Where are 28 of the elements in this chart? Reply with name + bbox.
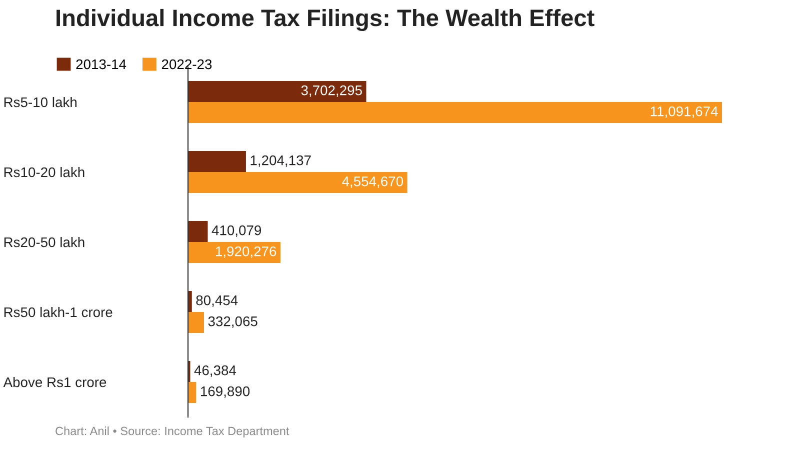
- data-label: 410,079: [212, 225, 262, 237]
- data-label: 332,065: [208, 316, 258, 328]
- bar: [188, 81, 366, 102]
- chart-title: Individual Income Tax Filings: The Wealth Effect: [56, 8, 594, 32]
- data-label: 1,920,276: [216, 246, 276, 258]
- y-tick-label: Above Rs1 crore: [3, 376, 106, 388]
- legend-label: 2013-14: [76, 59, 126, 70]
- bar: [188, 172, 408, 193]
- data-label: 80,454: [196, 295, 238, 307]
- bar: [188, 291, 192, 312]
- bar: [188, 221, 208, 242]
- bar: [188, 382, 196, 403]
- data-label: 169,890: [200, 386, 250, 398]
- text: Chart: Anil • Source: Income Tax Department: [56, 426, 290, 438]
- bar: [188, 312, 204, 333]
- y-tick-label: Rs5-10 lakh: [4, 96, 76, 108]
- data-label: 46,384: [194, 365, 236, 377]
- bar: [188, 102, 722, 123]
- bar: [188, 151, 246, 172]
- data-label: 3,702,295: [301, 85, 362, 97]
- data-label: 4,554,670: [342, 176, 404, 188]
- y-tick-label: Rs20-50 lakh: [4, 236, 84, 248]
- y-tick-label: Rs10-20 lakh: [4, 166, 84, 178]
- bar: [188, 242, 280, 263]
- y-tick-label: Rs50 lakh-1 crore: [4, 306, 112, 318]
- data-label: 11,091,674: [650, 106, 718, 118]
- legend-label: 2022-23: [162, 59, 212, 70]
- data-label: 1,204,137: [250, 155, 311, 167]
